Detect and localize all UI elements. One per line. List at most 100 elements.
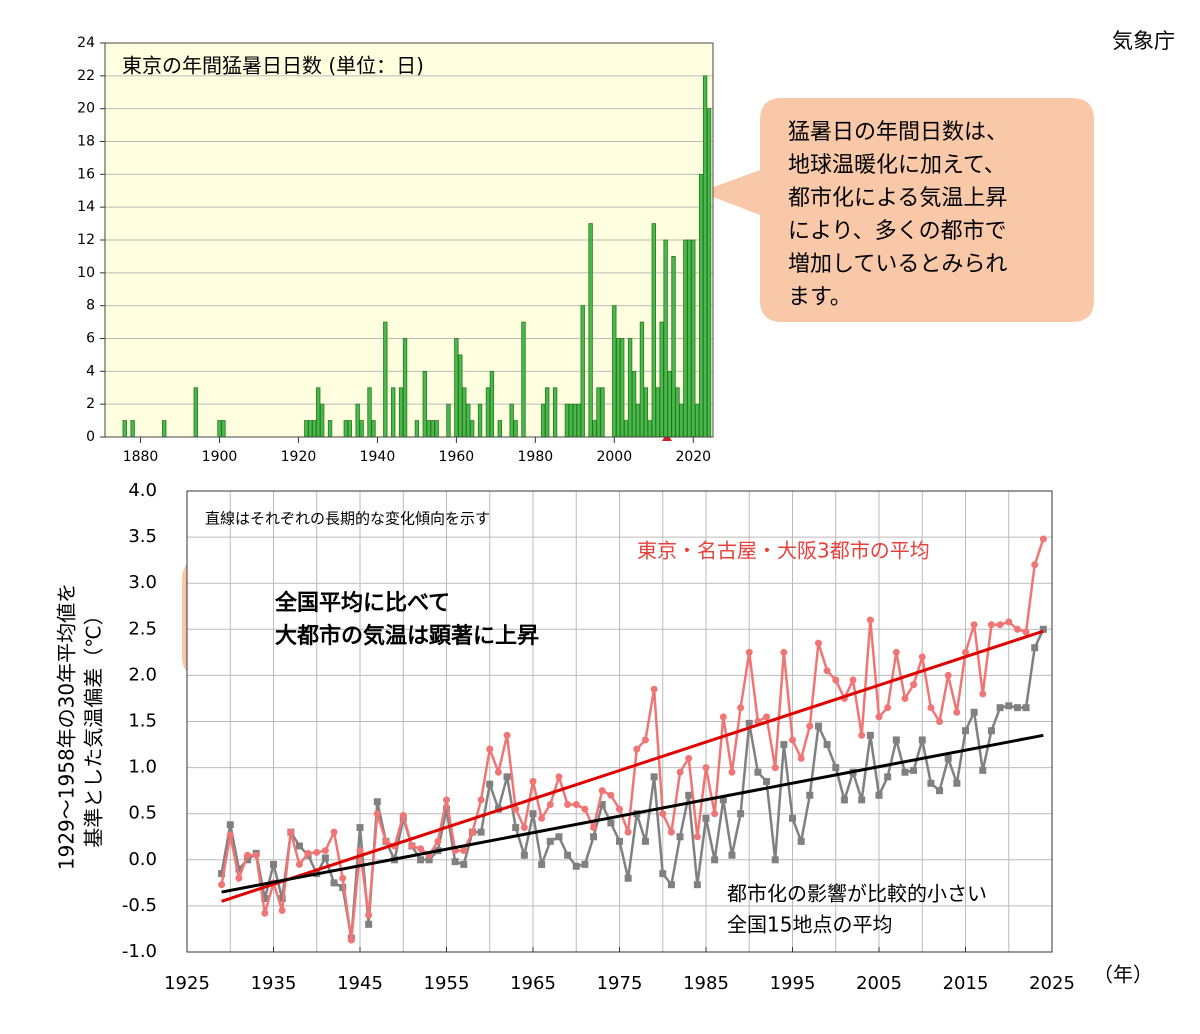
- point: [1031, 644, 1039, 652]
- bar: [612, 305, 617, 438]
- point: [866, 731, 874, 739]
- y-tick-label: 4: [86, 363, 95, 379]
- point: [927, 779, 935, 787]
- bar: [643, 387, 649, 438]
- bar: [469, 420, 475, 438]
- point: [650, 685, 658, 693]
- point: [892, 648, 900, 656]
- bar: [402, 338, 408, 438]
- point: [330, 879, 338, 887]
- bar: [683, 239, 688, 438]
- y-tick-label: 24: [77, 35, 95, 51]
- point: [564, 800, 572, 808]
- y-tick-label: -1.0: [122, 941, 157, 962]
- bar: [466, 403, 471, 438]
- callout-text: 猛暑日の年間日数は、: [788, 120, 1008, 145]
- point: [745, 719, 753, 727]
- point: [546, 837, 554, 845]
- bar: [130, 420, 135, 438]
- point: [910, 766, 918, 774]
- bar: [454, 338, 459, 438]
- x-tick-label: 2025: [1029, 973, 1075, 994]
- bar: [485, 387, 491, 438]
- point: [1039, 535, 1047, 543]
- point: [339, 874, 347, 882]
- point: [616, 805, 623, 813]
- point: [780, 741, 788, 749]
- x-tick-label: 1995: [770, 973, 816, 994]
- bar: [398, 387, 404, 438]
- bar: [414, 420, 420, 438]
- point: [347, 936, 355, 944]
- bar: [600, 387, 605, 438]
- point: [858, 796, 866, 804]
- point: [667, 828, 675, 836]
- point: [659, 870, 667, 878]
- bar: [343, 420, 349, 438]
- point: [944, 754, 952, 762]
- series-label: 全国15地点の平均: [727, 913, 892, 937]
- y-tick-label: 20: [77, 101, 95, 117]
- callout-text: 増加しているとみられ: [788, 252, 1007, 277]
- point: [252, 851, 260, 859]
- bar: [687, 239, 692, 438]
- point: [529, 777, 537, 785]
- bar: [359, 420, 364, 438]
- bar: [489, 370, 495, 438]
- point: [503, 773, 511, 781]
- point: [987, 621, 995, 629]
- point: [901, 768, 909, 776]
- point: [538, 814, 546, 822]
- bar: [647, 420, 653, 438]
- point: [1031, 561, 1039, 569]
- bar: [580, 305, 585, 438]
- point: [849, 676, 857, 684]
- bar: [639, 321, 645, 438]
- bar: [663, 239, 668, 438]
- y-tick-label: 16: [77, 166, 95, 182]
- point: [555, 833, 563, 841]
- point: [520, 851, 528, 859]
- point: [244, 856, 252, 864]
- bar: [545, 387, 550, 438]
- x-tick-label: 1920: [281, 449, 317, 465]
- bar: [521, 321, 526, 438]
- y-tick-label: 0.5: [128, 803, 157, 824]
- point: [607, 819, 615, 827]
- y-tick-label: 2.0: [128, 664, 157, 685]
- point: [840, 796, 848, 804]
- y-tick-label: 4.0: [128, 480, 157, 501]
- bar: [691, 239, 696, 438]
- point: [590, 833, 598, 841]
- point: [382, 837, 390, 845]
- point: [399, 812, 407, 820]
- point: [745, 648, 753, 656]
- bar: [122, 420, 127, 438]
- point: [927, 704, 935, 712]
- x-tick-label: 1935: [251, 973, 297, 994]
- point: [581, 860, 589, 868]
- bar: [367, 387, 372, 438]
- point: [892, 736, 900, 744]
- point: [719, 796, 727, 804]
- point: [572, 800, 580, 808]
- point: [936, 718, 944, 725]
- bar: [446, 403, 451, 438]
- point: [356, 824, 364, 832]
- point: [641, 837, 649, 845]
- point: [875, 791, 883, 799]
- bar: [391, 387, 396, 438]
- point: [953, 708, 961, 716]
- point: [970, 708, 978, 716]
- y-tick-label: 12: [77, 232, 95, 248]
- bar: [659, 321, 664, 438]
- bar: [319, 403, 325, 438]
- y-axis-label-line: 基準とした気温偏差（℃）: [82, 605, 106, 847]
- point: [1013, 625, 1021, 633]
- y-tick-label: 14: [77, 199, 95, 215]
- bar: [316, 387, 321, 438]
- callout-text: 都市化による気温上昇: [788, 186, 1007, 211]
- plot-frame: [186, 490, 1053, 953]
- point: [330, 828, 338, 836]
- point: [884, 704, 892, 712]
